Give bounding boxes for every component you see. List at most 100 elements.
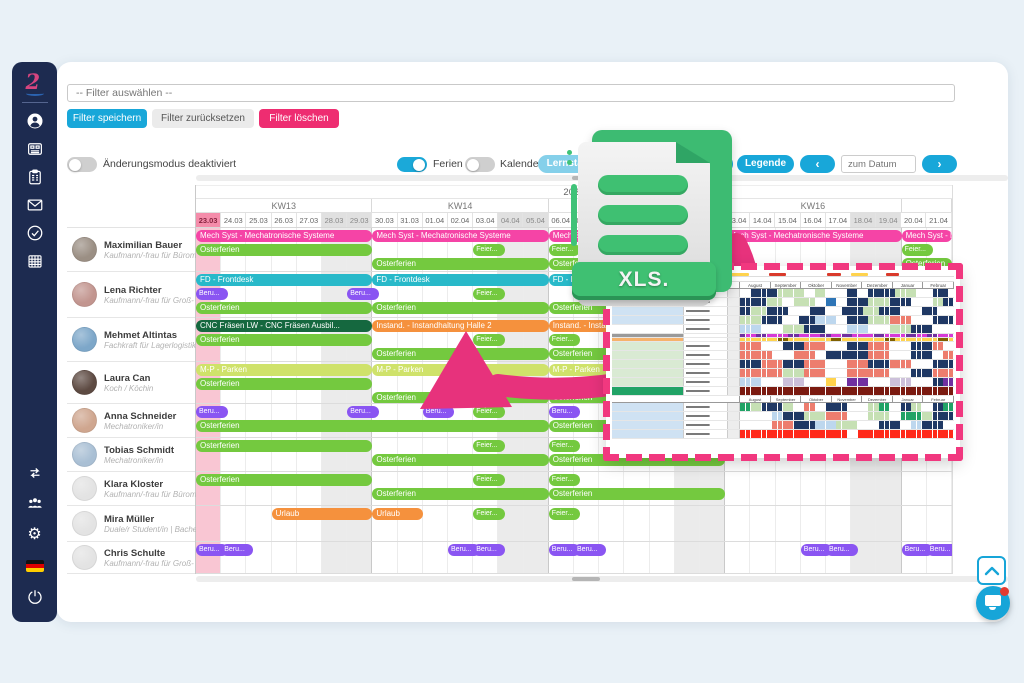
gantt-bar-urlaub[interactable]: Urlaub xyxy=(271,508,373,520)
legende-button[interactable]: Legende xyxy=(737,155,794,173)
gantt-bar-feier[interactable]: Feier... xyxy=(473,474,505,486)
logout-icon[interactable] xyxy=(25,587,44,606)
gantt-bar-ferien[interactable]: Osterferien xyxy=(196,440,373,452)
gantt-bar-feier[interactable]: Feier... xyxy=(548,440,581,452)
employee-row[interactable]: Tobias Schmidt Mechatroniker/in xyxy=(67,438,195,472)
gantt-bar-beru[interactable]: Beru... xyxy=(548,406,581,418)
excel-cell xyxy=(873,387,879,395)
divider xyxy=(21,102,48,103)
gantt-bar-ferien[interactable]: Osterferien xyxy=(196,474,373,486)
horizontal-scrollbar-bottom[interactable] xyxy=(196,576,1008,582)
gantt-bar-beru[interactable]: Beru... xyxy=(926,544,952,556)
gantt-bar-ferien[interactable]: Osterferien xyxy=(372,392,549,403)
gantt-bar-feier[interactable]: Feier... xyxy=(548,378,581,390)
clipboard-icon[interactable] xyxy=(25,168,44,187)
gantt-bar-beru[interactable]: Beru... xyxy=(347,406,379,418)
check-circle-icon[interactable] xyxy=(25,224,44,243)
gantt-bar-feier[interactable]: Feier... xyxy=(473,406,505,418)
gantt-bar-beru[interactable]: Beru... xyxy=(196,406,228,418)
gantt-bar-mech[interactable]: Mech Syst - Mechatronische Systeme xyxy=(901,230,952,242)
gantt-bar-beru[interactable]: Beru... xyxy=(196,544,228,556)
gantt-bar-fd[interactable]: FD - Frontdesk xyxy=(196,274,373,286)
gantt-bar-feier[interactable]: Feier... xyxy=(473,508,505,520)
gantt-bar-beru[interactable]: Beru... xyxy=(574,544,606,556)
gantt-bar-ferien[interactable]: Osterferien xyxy=(196,334,373,346)
gantt-bar-beru[interactable]: Beru... xyxy=(422,406,455,418)
gantt-bar-ferien[interactable]: Osterferien xyxy=(548,488,726,500)
gantt-bar-feier[interactable]: Feier... xyxy=(473,288,505,300)
filter-reset-button[interactable]: Filter zurücksetzen xyxy=(152,109,254,128)
gantt-bar-ferien[interactable]: Osterferien xyxy=(196,378,373,390)
date-input[interactable] xyxy=(841,155,916,173)
gantt-bar-feier[interactable]: Feier... xyxy=(473,244,505,256)
sync-icon[interactable] xyxy=(25,463,44,482)
terminal-icon[interactable] xyxy=(25,140,44,159)
gantt-bar-beru[interactable]: Beru... xyxy=(448,544,480,556)
employee-row[interactable]: Laura Can Koch / Köchin xyxy=(67,362,195,404)
gantt-bar-fd[interactable]: FD - Frontdesk xyxy=(372,274,549,286)
change-mode-toggle[interactable] xyxy=(67,157,97,172)
gantt-bar-urlaub[interactable]: Urlaub xyxy=(372,508,423,520)
gantt-bar-beru[interactable]: Beru... xyxy=(800,544,833,556)
employee-row[interactable]: Maximilian Bauer Kaufmann/-frau für Bürom… xyxy=(67,228,196,272)
gantt-bar-ferien[interactable]: Osterferien xyxy=(372,454,549,466)
filter-select[interactable]: -- Filter auswählen -- xyxy=(67,84,955,102)
gantt-bar-cnc[interactable]: CNC Fräsen LW - CNC Fräsen Ausbil... xyxy=(196,320,373,332)
ferien-toggle[interactable] xyxy=(397,157,427,172)
gantt-bar-beru[interactable]: Beru... xyxy=(473,544,505,556)
gantt-bar-instand[interactable]: Instand. - Instandhaltung Halle 2 xyxy=(372,320,549,332)
gantt-bar-ferien[interactable]: Osterferien xyxy=(196,420,549,432)
scroll-to-top-button[interactable] xyxy=(977,556,1006,585)
gantt-bar-ferien[interactable]: Osterferien xyxy=(372,348,549,360)
filter-save-button[interactable]: Filter speichern xyxy=(67,109,147,128)
gantt-bar-mech[interactable]: Mech Syst - Mechatronische Systeme xyxy=(372,230,549,242)
german-flag-icon[interactable] xyxy=(25,556,44,575)
next-date-button[interactable]: › xyxy=(922,155,957,173)
gantt-bar-feier[interactable]: Feier... xyxy=(473,440,505,452)
gantt-bar-beru[interactable]: Beru... xyxy=(221,544,253,556)
gantt-bar-feier[interactable]: Feier... xyxy=(901,244,934,256)
gantt-bar-beru[interactable]: Beru... xyxy=(196,288,228,300)
day-cell: 13.04 xyxy=(725,213,751,227)
gantt-bar-parken[interactable]: M-P - Parken xyxy=(372,364,549,376)
gantt-bar-mech[interactable]: Mech Syst - Mechatronische Systeme xyxy=(196,230,373,242)
people-icon[interactable] xyxy=(25,494,44,513)
gantt-bar-feier[interactable]: Feier... xyxy=(548,334,581,346)
gantt-bar-feier[interactable]: Feier... xyxy=(548,508,581,520)
gantt-bar-beru[interactable]: Beru... xyxy=(347,288,379,300)
gantt-bar-feier[interactable]: Feier... xyxy=(473,378,505,390)
prev-date-button[interactable]: ‹ xyxy=(800,155,835,173)
gantt-bar-ferien[interactable]: Osterferien xyxy=(372,302,549,314)
kalenderwochen-toggle[interactable] xyxy=(465,157,495,172)
gantt-bar-beru[interactable]: Beru... xyxy=(548,544,581,556)
gantt-bar-feier[interactable]: Feier... xyxy=(548,474,581,486)
gantt-bar-beru[interactable]: Beru... xyxy=(826,544,858,556)
gantt-bar-beru[interactable]: Beru... xyxy=(901,544,934,556)
gantt-bar-ferien[interactable]: Osterferien xyxy=(372,258,549,270)
mail-icon[interactable] xyxy=(25,196,44,215)
gantt-bar-mech[interactable]: Mech Syst - Mechatronische Systeme xyxy=(725,230,902,242)
calendar-icon[interactable] xyxy=(25,252,44,271)
excel-cell xyxy=(740,421,746,429)
scrollbar-thumb[interactable] xyxy=(572,577,600,581)
gantt-bar-ferien[interactable]: Osterferien xyxy=(196,302,373,314)
settings-icon[interactable]: ⚙ xyxy=(27,525,42,543)
gantt-bar-ferien[interactable]: Osterferien xyxy=(372,488,549,500)
chat-widget-button[interactable] xyxy=(976,586,1010,620)
employee-row[interactable]: Mehmet Altintas Fachkraft für Lagerlogist… xyxy=(67,318,196,362)
user-icon[interactable] xyxy=(25,112,44,131)
employee-row[interactable]: Anna Schneider Mechatroniker/in xyxy=(67,404,195,438)
gantt-bar-parken[interactable]: M-P - Parken xyxy=(196,364,373,376)
day-cell: 05.04 xyxy=(523,213,549,227)
gantt-row[interactable]: Urlaub Urlaub Feier... Feier... xyxy=(196,506,952,542)
gantt-row[interactable]: Beru... Beru... Beru... Beru... Beru... Beru.… xyxy=(196,542,952,574)
excel-cell xyxy=(948,369,954,377)
gantt-row[interactable]: Osterferien Feier... Feier... Osterferien Os… xyxy=(196,472,952,506)
gantt-bar-feier[interactable]: Feier... xyxy=(473,334,505,346)
gantt-bar-ferien[interactable]: Osterferien xyxy=(196,244,373,256)
filter-delete-button[interactable]: Filter löschen xyxy=(259,109,339,128)
